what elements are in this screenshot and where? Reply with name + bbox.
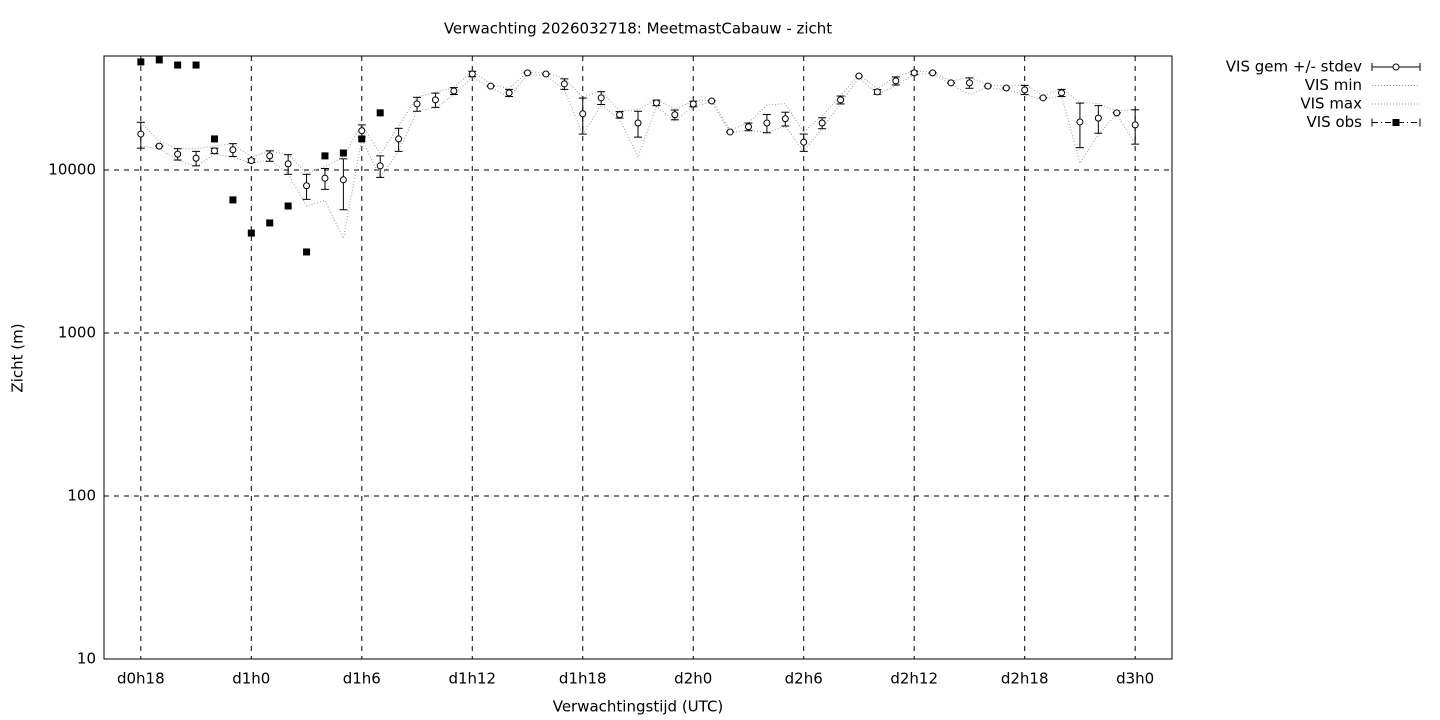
y-tick-label: 10000 [48, 160, 96, 178]
mean-marker [487, 82, 495, 90]
mean-marker [560, 80, 568, 88]
mean-marker [431, 96, 439, 104]
legend-label: VIS gem +/- stdev [1226, 58, 1362, 76]
mean-marker [910, 69, 918, 77]
mean-marker [174, 150, 182, 158]
mean-marker [266, 152, 274, 160]
mean-marker [229, 146, 237, 154]
mean-marker [855, 72, 863, 80]
mean-marker [210, 147, 218, 155]
y-tick-label: 1000 [58, 323, 96, 341]
mean-marker [744, 123, 752, 131]
mean-marker [597, 94, 605, 102]
x-tick-label: d1h18 [559, 670, 607, 688]
obs-marker [247, 229, 255, 237]
mean-marker [358, 127, 366, 135]
mean-marker [376, 162, 384, 170]
x-tick-label: d0h18 [117, 670, 165, 688]
mean-marker [155, 142, 163, 150]
obs-marker [210, 135, 218, 143]
obs-marker [376, 109, 384, 117]
x-tick-label: d1h6 [343, 670, 381, 688]
mean-marker [634, 119, 642, 127]
x-tick-label: d1h12 [448, 670, 496, 688]
legend-label: VIS max [1300, 95, 1362, 113]
mean-marker [505, 89, 513, 97]
y-axis-label: Zicht (m) [9, 323, 27, 392]
x-tick-label: d2h0 [674, 670, 712, 688]
mean-marker [1094, 114, 1102, 122]
y-tick-label: 100 [67, 486, 96, 504]
series-line [140, 73, 1136, 241]
obs-marker [339, 149, 347, 157]
mean-marker [542, 70, 550, 78]
obs-marker [303, 248, 311, 256]
mean-marker [339, 176, 347, 184]
x-axis-label: Verwachtingstijd (UTC) [553, 698, 724, 716]
mean-marker [873, 88, 881, 96]
mean-marker [984, 82, 992, 90]
mean-marker [1131, 121, 1139, 129]
obs-marker [192, 61, 200, 69]
x-tick-label: d2h6 [785, 670, 823, 688]
obs-marker [321, 152, 329, 160]
mean-marker [192, 154, 200, 162]
mean-marker [450, 87, 458, 95]
mean-marker [947, 79, 955, 87]
legend-marker [1392, 63, 1400, 71]
mean-marker [1002, 84, 1010, 92]
mean-marker [781, 115, 789, 123]
mean-marker [1076, 118, 1084, 126]
mean-marker [1058, 89, 1066, 97]
mean-marker [413, 100, 421, 108]
obs-marker [358, 135, 366, 143]
mean-marker [818, 119, 826, 127]
obs-marker [137, 58, 145, 66]
mean-marker [708, 97, 716, 105]
legend-label: VIS obs [1307, 113, 1363, 131]
mean-marker [689, 100, 697, 108]
x-tick-label: d3h0 [1116, 670, 1154, 688]
legend-marker [1392, 119, 1400, 126]
mean-marker [579, 110, 587, 118]
x-tick-label: d2h18 [1001, 670, 1049, 688]
mean-marker [284, 160, 292, 168]
mean-marker [1113, 109, 1121, 117]
obs-marker [266, 219, 274, 227]
obs-marker [284, 202, 292, 210]
mean-marker [800, 138, 808, 146]
mean-marker [929, 69, 937, 77]
mean-marker [837, 96, 845, 104]
x-tick-label: d1h0 [232, 670, 270, 688]
x-tick-label: d2h12 [890, 670, 938, 688]
y-tick-label: 10 [77, 650, 96, 668]
chart-title: Verwachting 2026032718: MeetmastCabauw -… [444, 20, 832, 38]
obs-marker [155, 56, 163, 64]
legend-label: VIS min [1305, 76, 1362, 94]
mean-marker [1039, 94, 1047, 102]
mean-marker [395, 135, 403, 143]
mean-marker [468, 70, 476, 78]
mean-marker [137, 130, 145, 138]
mean-marker [652, 99, 660, 107]
mean-marker [247, 157, 255, 165]
mean-marker [524, 69, 532, 77]
mean-marker [303, 182, 311, 190]
obs-marker [229, 196, 237, 204]
mean-marker [1021, 86, 1029, 94]
error-bar [339, 158, 348, 211]
mean-marker [892, 77, 900, 85]
mean-marker [671, 111, 679, 119]
mean-marker [726, 128, 734, 136]
mean-marker [616, 111, 624, 119]
mean-marker [321, 174, 329, 182]
obs-marker [174, 61, 182, 69]
mean-marker [965, 79, 973, 87]
series-line [140, 70, 1136, 175]
mean-marker [763, 119, 771, 127]
